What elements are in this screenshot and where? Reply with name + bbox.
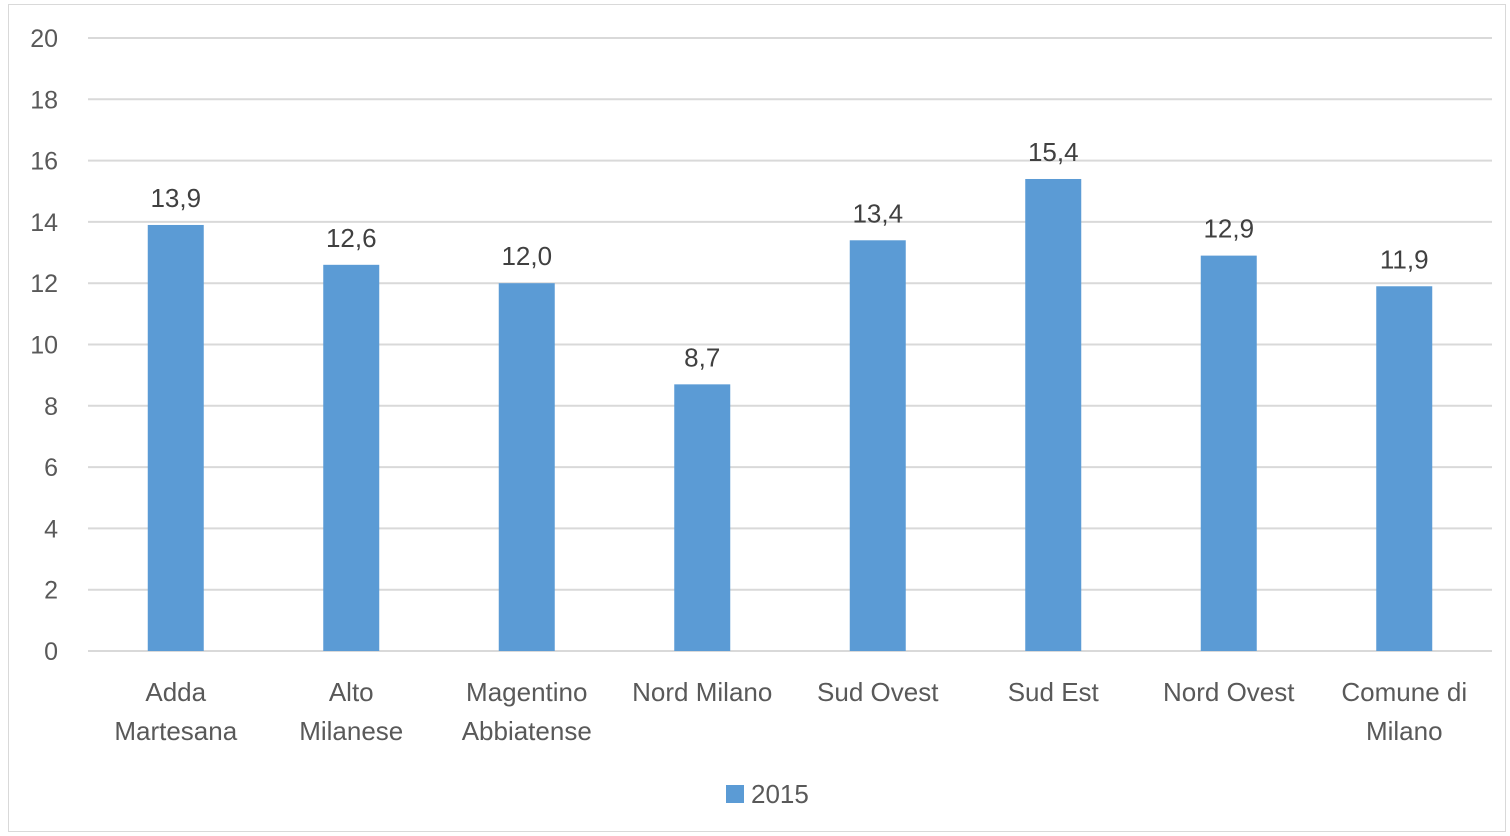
x-category-label: Magentino <box>466 677 587 707</box>
x-category-label: Milanese <box>299 716 403 746</box>
y-tick-label: 2 <box>44 577 58 605</box>
y-axis-ticks: 0 2 4 6 8 10 12 14 16 18 20 <box>30 25 58 666</box>
y-tick-label: 6 <box>44 454 58 482</box>
data-label: 15,4 <box>1028 137 1079 167</box>
data-labels: 13,9 12,6 12,0 8,7 13,4 15,4 12,9 11,9 <box>150 137 1428 372</box>
data-label: 13,4 <box>852 198 903 228</box>
bar <box>849 240 906 652</box>
bar <box>498 283 555 651</box>
bar <box>1200 255 1257 652</box>
x-category-label: Comune di <box>1341 677 1467 707</box>
y-tick-label: 8 <box>44 393 58 421</box>
bar <box>1376 286 1433 651</box>
data-label: 12,6 <box>326 223 377 253</box>
x-category-label: Adda <box>145 677 206 707</box>
y-tick-label: 16 <box>30 148 58 176</box>
x-category-label: Alto <box>329 677 374 707</box>
x-category-label: Milano <box>1366 716 1443 746</box>
legend-swatch <box>726 785 744 803</box>
bar <box>674 384 731 651</box>
legend-label: 2015 <box>751 779 809 809</box>
x-category-label: Martesana <box>114 716 237 746</box>
y-tick-label: 0 <box>44 638 58 666</box>
y-tick-label: 14 <box>30 209 58 237</box>
y-tick-label: 12 <box>30 270 58 298</box>
y-tick-label: 4 <box>44 515 58 543</box>
x-category-label: Nord Milano <box>632 677 772 707</box>
legend: 2015 <box>726 779 809 809</box>
bar <box>147 224 204 651</box>
data-label: 13,9 <box>150 183 201 213</box>
x-category-label: Nord Ovest <box>1163 677 1295 707</box>
bar <box>323 264 380 651</box>
y-tick-label: 18 <box>30 86 58 114</box>
gridlines <box>88 37 1492 652</box>
x-category-label: Sud Est <box>1008 677 1100 707</box>
y-tick-label: 10 <box>30 332 58 360</box>
x-category-label: Abbiatense <box>462 716 592 746</box>
data-label: 12,0 <box>501 241 552 271</box>
x-axis-categories: Adda Martesana Alto Milanese Magentino Abbiat… <box>114 677 1467 746</box>
data-label: 12,9 <box>1203 214 1254 244</box>
bar <box>1025 178 1082 652</box>
y-tick-label: 20 <box>30 25 58 53</box>
bars <box>147 178 1433 652</box>
x-category-label: Sud Ovest <box>817 677 939 707</box>
data-label: 11,9 <box>1380 244 1429 274</box>
data-label: 8,7 <box>684 342 720 372</box>
